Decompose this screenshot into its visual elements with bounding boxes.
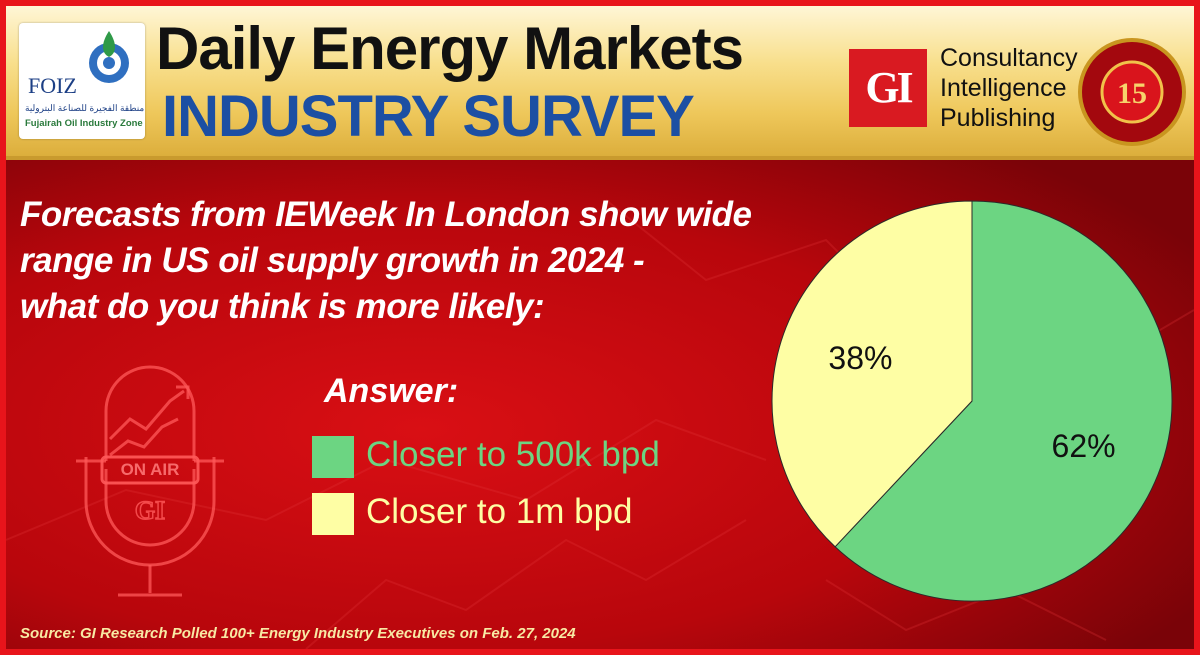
legend-swatch-500k (312, 436, 354, 478)
header-banner: FOIZ منطقة الفجيرة للصناعة البترولية Fuj… (6, 6, 1194, 160)
pie-data-label-1m: 38% (828, 340, 892, 376)
survey-question: Forecasts from IEWeek In London show wid… (20, 192, 752, 330)
on-air-gi-mark: GI (135, 496, 165, 525)
foiz-logo: FOIZ منطقة الفجيرة للصناعة البترولية Fuj… (19, 23, 145, 139)
badge-number: 15 (1117, 77, 1147, 110)
anniversary-badge: 15 (1078, 38, 1186, 146)
gi-line-intelligence: Intelligence (940, 74, 1067, 102)
gi-logo-mark: GI (849, 49, 927, 127)
legend-swatch-1m (312, 493, 354, 535)
source-note: Source: GI Research Polled 100+ Energy I… (20, 625, 576, 642)
pie-slice-1m (771, 200, 973, 548)
answer-heading: Answer: (324, 372, 459, 410)
gi-line-publishing: Publishing (940, 104, 1056, 132)
pie-chart: 62% 38% (771, 200, 1173, 602)
question-line-1: Forecasts from IEWeek In London show wid… (20, 195, 752, 234)
legend-label-500k: Closer to 500k bpd (366, 435, 660, 474)
page-subtitle: INDUSTRY SURVEY (162, 84, 695, 149)
question-line-3: what do you think is more likely: (20, 287, 545, 326)
pie-slice-500k (834, 200, 1173, 602)
foiz-english-name: Fujairah Oil Industry Zone (25, 118, 143, 129)
gi-line-consultancy: Consultancy (940, 44, 1078, 72)
foiz-abbreviation: FOIZ (28, 73, 77, 98)
legend-label-1m: Closer to 1m bpd (366, 492, 633, 531)
foiz-arabic-name: منطقة الفجيرة للصناعة البترولية (25, 103, 145, 113)
oil-drop-icon (89, 31, 129, 83)
on-air-label: ON AIR (121, 460, 180, 479)
question-line-2: range in US oil supply growth in 2024 - (20, 241, 645, 280)
pie-data-label-500k: 62% (1052, 428, 1116, 464)
page-title: Daily Energy Markets (156, 15, 744, 82)
on-air-microphone-icon: ON AIR GI (76, 365, 224, 597)
